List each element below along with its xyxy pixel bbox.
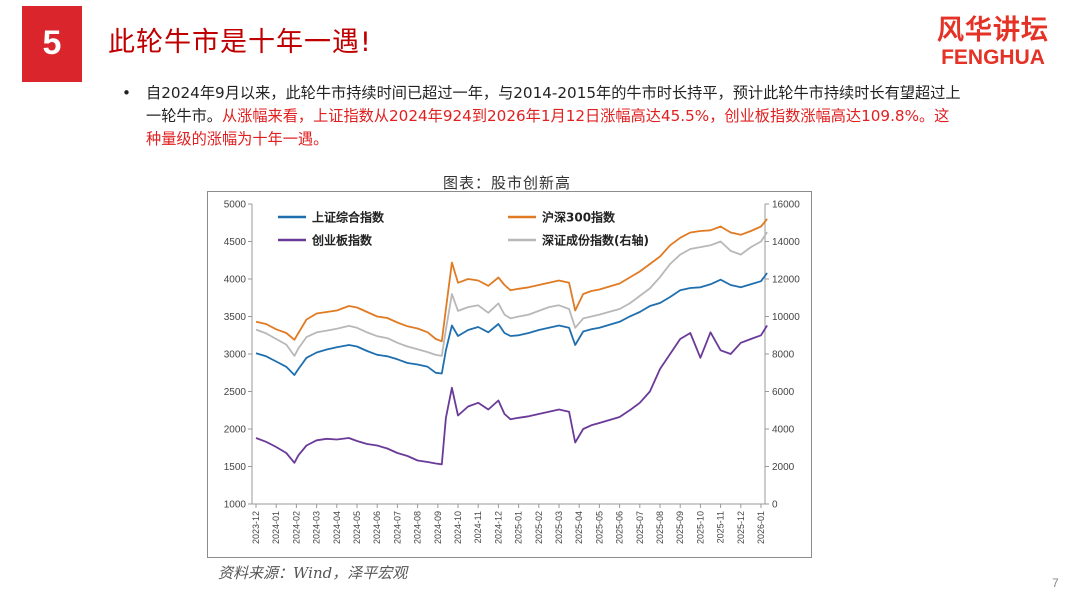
x-tick-label: 2024-10 xyxy=(453,511,463,544)
x-tick-label: 2025-12 xyxy=(736,511,746,544)
page-number: 7 xyxy=(1052,576,1059,590)
x-tick-label: 2024-01 xyxy=(271,511,281,544)
x-tick-label: 2025-02 xyxy=(534,511,544,544)
legend-label-1: 沪深300指数 xyxy=(542,210,616,225)
x-tick-label: 2025-01 xyxy=(514,511,524,544)
left-tick-label: 1000 xyxy=(224,500,247,511)
logo-english-text: FENGHUA xyxy=(941,46,1045,69)
section-number: 5 xyxy=(42,24,62,62)
x-tick-label: 2025-10 xyxy=(695,511,705,544)
figure-source: 资料来源：Wind，泽平宏观 xyxy=(218,564,408,582)
x-tick-label: 2024-06 xyxy=(372,511,382,544)
left-tick-label: 5000 xyxy=(224,200,247,211)
line-chart: 1000 1500 2000 2500 3000 3500 4000 4500 5000 0 200… xyxy=(224,200,800,545)
x-tick-label: 2025-04 xyxy=(574,511,584,544)
x-tick-label: 2025-11 xyxy=(716,511,726,543)
left-tick-label: 3000 xyxy=(224,350,247,361)
fenghua-logo: 风华讲坛 FENGHUA xyxy=(928,8,1058,70)
right-tick-label: 4000 xyxy=(772,425,795,436)
right-tick-label: 0 xyxy=(772,500,778,511)
series-line-1 xyxy=(255,218,768,343)
bullet-dot: • xyxy=(122,84,131,102)
legend-label-0: 上证综合指数 xyxy=(312,210,385,225)
x-tick-label: 2024-04 xyxy=(332,511,342,544)
x-tick-label: 2024-08 xyxy=(413,511,423,544)
figure-title: 图表：股市创新高 xyxy=(443,174,572,192)
x-tick-label: 2025-03 xyxy=(554,511,564,544)
bullet-text-red: 从涨幅来看，上证指数从2024年924到2026年1月12日涨幅高达45.5%，… xyxy=(146,107,950,148)
left-tick-label: 2500 xyxy=(224,387,247,398)
section-number-badge: 5 xyxy=(22,6,82,82)
right-tick-label: 6000 xyxy=(772,387,795,398)
right-tick-label: 2000 xyxy=(772,462,795,473)
series-line-3 xyxy=(255,231,768,357)
series-line-0 xyxy=(255,272,768,376)
x-tick-label: 2024-02 xyxy=(291,511,301,544)
logo-chinese-text: 风华讲坛 xyxy=(937,15,1049,46)
x-tick-label: 2024-11 xyxy=(473,511,483,543)
left-tick-label: 2000 xyxy=(224,425,247,436)
left-tick-label: 4000 xyxy=(224,275,247,286)
chart-frame: 1000 1500 2000 2500 3000 3500 4000 4500 5000 0 200… xyxy=(207,191,812,558)
right-tick-label: 12000 xyxy=(772,275,800,286)
x-tick-label: 2024-05 xyxy=(352,511,362,544)
x-tick-label: 2024-03 xyxy=(312,511,322,544)
x-tick-label: 2025-05 xyxy=(594,511,604,544)
bullet-text: 自2024年9月以来，此轮牛市持续时间已超过一年，与2014-2015年的牛市时… xyxy=(146,82,962,151)
x-tick-label: 2024-12 xyxy=(493,511,503,544)
series-line-2 xyxy=(255,325,768,466)
bullet-paragraph: • 自2024年9月以来，此轮牛市持续时间已超过一年，与2014-2015年的牛… xyxy=(122,82,962,151)
x-tick-label: 2025-06 xyxy=(615,511,625,544)
left-tick-label: 4500 xyxy=(224,237,247,248)
legend-label-2: 创业板指数 xyxy=(311,233,373,248)
x-tick-label: 2024-07 xyxy=(392,511,402,544)
left-tick-label: 3500 xyxy=(224,312,247,323)
x-tick-label: 2025-07 xyxy=(635,511,645,544)
right-tick-label: 14000 xyxy=(772,237,800,248)
right-tick-label: 16000 xyxy=(772,200,800,211)
legend-label-3: 深证成份指数(右轴) xyxy=(542,233,649,248)
x-tick-label: 2023-12 xyxy=(251,511,261,544)
left-tick-label: 1500 xyxy=(224,462,247,473)
x-tick-label: 2025-09 xyxy=(675,511,685,544)
bullet-text-black: 自2024年9月以来，此轮牛市持续时间已超过一年，与2014-2015年的牛市时… xyxy=(146,84,961,125)
x-tick-label: 2024-09 xyxy=(433,511,443,544)
x-tick-label: 2025-08 xyxy=(655,511,665,544)
right-tick-label: 8000 xyxy=(772,350,795,361)
right-tick-label: 10000 xyxy=(772,312,800,323)
x-tick-label: 2026-01 xyxy=(756,511,766,544)
slide-title: 此轮牛市是十年一遇! xyxy=(108,27,372,58)
